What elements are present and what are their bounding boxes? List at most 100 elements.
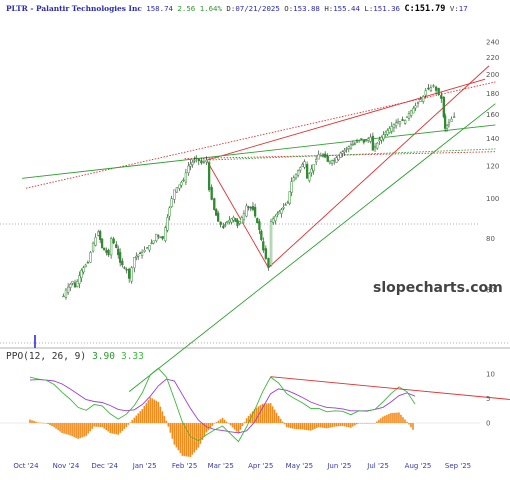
candle-body — [170, 198, 173, 207]
x-tick-label: Apr '25 — [248, 462, 273, 470]
ppo-histogram-bar — [207, 423, 210, 431]
ppo-histogram-bar — [267, 403, 270, 424]
ppo-histogram-bar — [408, 423, 410, 425]
candle-body — [78, 275, 81, 284]
candle-body — [371, 135, 375, 151]
candle-body — [440, 95, 443, 99]
candle-body — [230, 218, 233, 223]
candle-body — [166, 217, 169, 231]
ppo-y-tick-label: 5 — [486, 395, 490, 403]
candle-body — [207, 162, 211, 191]
ppo-histogram-bar — [125, 423, 128, 428]
ppo-histogram-bar — [285, 423, 288, 428]
candle-body — [64, 289, 68, 298]
ppo-histogram-bar — [165, 420, 168, 424]
candle-body — [388, 128, 391, 133]
candle-body — [422, 96, 425, 102]
candle-body — [380, 136, 383, 141]
ppo-histogram-bar — [313, 423, 316, 429]
high-label: H: — [324, 4, 334, 13]
ppo-histogram-bar — [376, 421, 378, 424]
trendline-green-dotted — [206, 148, 496, 161]
candle-body — [328, 160, 332, 164]
ppo-histogram-bar — [370, 423, 372, 424]
ppo-histogram-bar — [384, 415, 386, 424]
ppo-histogram-bar — [342, 423, 344, 426]
candle-body — [100, 238, 104, 248]
ppo-histogram-bar — [253, 408, 256, 424]
ppo-histogram-bar — [43, 422, 45, 424]
ppo-histogram-bar — [261, 403, 264, 424]
candle-body — [150, 242, 153, 245]
candle-body — [130, 267, 133, 282]
ppo-histogram-bar — [402, 417, 404, 424]
candle-body — [419, 99, 422, 103]
candle-body — [347, 146, 350, 149]
ppo-histogram-bar — [311, 423, 314, 430]
ppo-histogram-bar — [135, 415, 138, 424]
candle-body — [353, 143, 356, 145]
candle-body — [367, 138, 370, 141]
candle-body — [109, 238, 113, 256]
candle-body — [155, 233, 158, 242]
candle-body — [364, 140, 368, 142]
ppo-histogram-bar — [87, 423, 89, 434]
ppo-signal-line — [29, 378, 416, 434]
ppo-histogram-bar — [113, 423, 116, 434]
candle-body — [71, 281, 74, 284]
candle-body — [69, 283, 72, 288]
candle-body — [339, 152, 342, 158]
candle-body — [256, 218, 259, 224]
candle-body — [317, 154, 320, 160]
ppo-histogram-bar — [319, 423, 322, 428]
candle-body — [294, 173, 298, 179]
ppo-histogram-bar — [213, 423, 216, 424]
ppo-histogram-bar — [360, 423, 362, 424]
open-value: 153.88 — [293, 4, 320, 13]
ppo-histogram-bar — [281, 421, 284, 424]
candle-body — [412, 108, 415, 114]
ppo-histogram-bar — [47, 423, 49, 425]
candle-body — [357, 139, 361, 142]
candle-body — [376, 142, 379, 149]
ppo-histogram-bar — [83, 423, 85, 437]
ppo-histogram-bar — [71, 423, 73, 437]
ppo-histogram-bar — [315, 423, 318, 429]
ppo-histogram-bar — [89, 423, 91, 432]
candle-body — [247, 206, 250, 208]
candle-body — [146, 247, 149, 249]
ppo-histogram-bar — [169, 423, 172, 433]
ppo-histogram-bar — [335, 423, 338, 427]
candle-body — [260, 230, 263, 240]
candle-body — [292, 177, 295, 182]
ppo-histogram-bar — [107, 423, 110, 432]
ppo-histogram-bar — [243, 422, 246, 424]
candle-body — [200, 160, 203, 164]
ppo-histogram-bar — [129, 422, 132, 424]
ppo-histogram-bar — [67, 423, 69, 435]
candle-body — [107, 249, 110, 256]
ppo-histogram-bar — [227, 423, 230, 424]
candle-body — [405, 116, 409, 118]
candle-body — [143, 249, 146, 252]
candle-body — [310, 168, 313, 173]
candle-body — [373, 146, 377, 149]
ppo-histogram-bar — [398, 412, 400, 424]
ppo-histogram-bar — [233, 423, 236, 430]
ppo-histogram-bar — [157, 401, 160, 424]
ppo-histogram-bar — [374, 423, 376, 424]
close-value: 151.79 — [414, 4, 446, 14]
candle-body — [434, 86, 438, 91]
candle-body — [112, 238, 115, 244]
ppo-histogram-bar — [305, 423, 308, 431]
candle-body — [240, 217, 243, 224]
y-tick-label: 160 — [486, 111, 499, 119]
candle-body — [178, 184, 181, 189]
candle-body — [193, 160, 196, 162]
x-tick-label: Oct '24 — [13, 462, 39, 470]
ppo-histogram-bar — [181, 423, 184, 456]
ppo-histogram-bar — [364, 423, 366, 424]
open-label: O: — [284, 4, 294, 13]
candle-body — [407, 113, 411, 119]
